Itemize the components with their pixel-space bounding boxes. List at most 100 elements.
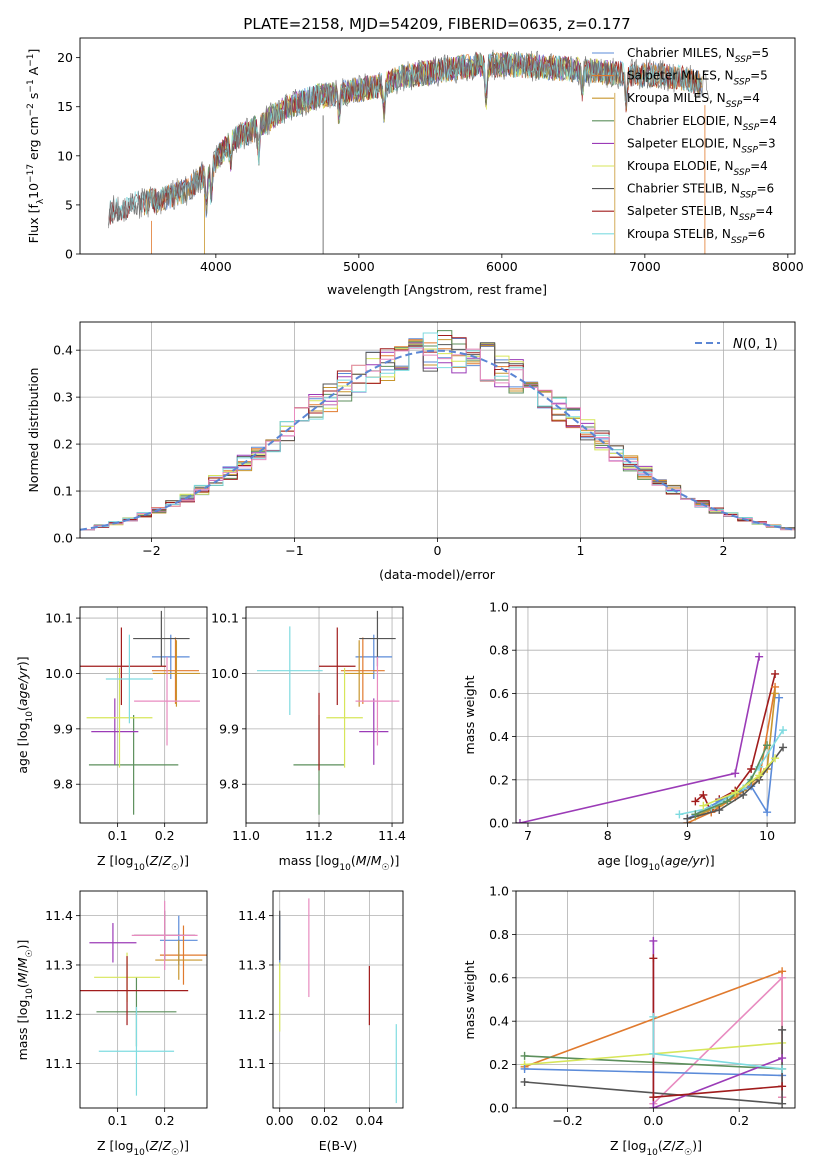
label-part: =4 [750, 159, 768, 173]
label-part: mass [log [279, 853, 340, 868]
y-tick-label: 0.8 [489, 643, 509, 658]
label-part: N [733, 337, 743, 352]
series-marker [775, 693, 784, 702]
y-tick-label: 10 [57, 148, 73, 163]
series-marker [747, 765, 756, 773]
series-marker [649, 1049, 658, 1058]
y-tick-label: 11.4 [45, 908, 73, 923]
label-part: −1 [26, 54, 36, 67]
label-part: age [log [597, 853, 648, 868]
label-part: Salpeter STELIB, N [627, 204, 739, 218]
x-tick-label: 8000 [772, 259, 804, 274]
error-point [319, 627, 356, 706]
series-marker [771, 754, 780, 763]
observed-spectrum [108, 49, 710, 229]
x-tick-label: 0.2 [155, 828, 175, 843]
label-part: Z [162, 1138, 172, 1153]
error-point [344, 640, 374, 707]
label-part: )] [15, 940, 30, 950]
plot-area [80, 900, 207, 1096]
label-part: =4 [742, 91, 760, 105]
series-marker [779, 726, 788, 735]
x-tick-label: 0.1 [108, 1113, 128, 1128]
label-part: / [158, 1138, 163, 1153]
y-tick-label: 10.1 [45, 611, 73, 626]
error-point [89, 923, 137, 963]
axes-frame [79, 890, 208, 1109]
label-part: erg cm [26, 116, 41, 164]
y-tick-label: 9.8 [219, 777, 239, 792]
series-marker [683, 814, 692, 823]
x-tick-label: 2 [720, 543, 728, 558]
series-marker [778, 1099, 787, 1108]
y-tick-label: 1.0 [489, 600, 509, 615]
series-marker [691, 810, 700, 819]
axes-mass-vs-E(B-V): 0.00 0.02 0.04 11.1 11.2 11.3 11.4 E(B-V) [238, 890, 404, 1153]
y-tick-label: 0.8 [489, 927, 509, 942]
label-part: Chabrier ELODIE, N [627, 114, 743, 128]
label-part: 10 [25, 711, 35, 723]
plot-area [80, 610, 200, 815]
label-part: M [15, 972, 30, 983]
y-axis-label: Flux [fλ10−17 erg cm−2 s−1 A−1] [26, 49, 46, 244]
label-part: mass [log [15, 1000, 30, 1061]
x-tick-label: 0 [434, 543, 442, 558]
label-part: Salpeter MILES, N [627, 69, 734, 83]
series-marker [723, 797, 732, 806]
series-marker [516, 819, 524, 823]
y-tick-label: 11.2 [238, 1007, 266, 1022]
y-tick-label: 15 [57, 99, 73, 114]
x-axis-label: Z [log10(Z/Z☉)] [97, 853, 189, 873]
label-part: Salpeter ELODIE, N [627, 136, 741, 150]
label-part: ( [145, 1138, 150, 1153]
x-axis-label: Z [log10(Z/Z☉)] [97, 1138, 189, 1158]
x-tick-label: 0.2 [155, 1113, 175, 1128]
x-axis-label: wavelength [Angstrom, rest frame] [327, 282, 547, 297]
x-tick-label: 1 [577, 543, 585, 558]
y-tick-label: 0.2 [53, 437, 73, 452]
series-marker [649, 954, 658, 963]
series-marker [649, 1093, 658, 1102]
error-point [326, 667, 363, 768]
plot-area [108, 49, 710, 254]
legend-label: Kroupa MILES, NSSP=4 [627, 91, 760, 110]
y-tick-label: 0.0 [489, 816, 509, 831]
y-tick-label: 9.8 [53, 777, 73, 792]
axes-residual-histogram: −2 −1 0 1 2 0.0 0.1 0.2 0.3 0.4 N(0, 1) (data-model… [26, 321, 796, 582]
label-part: SSP [739, 213, 756, 223]
series-line [703, 757, 776, 807]
label-part: ☉ [171, 863, 179, 873]
legend-label: Chabrier STELIB, NSSP=6 [627, 182, 774, 201]
error-point [91, 698, 139, 765]
series-marker [649, 1012, 658, 1021]
label-part: )] [705, 853, 715, 868]
x-tick-label: 4000 [200, 259, 232, 274]
series-marker [520, 1051, 529, 1060]
x-tick-label: 11.2 [305, 828, 333, 843]
y-tick-label: 11.2 [45, 1007, 73, 1022]
series-line [652, 1016, 783, 1070]
axes-frame [79, 37, 796, 255]
x-axis-label: Z [log10(Z/Z☉)] [610, 1138, 702, 1158]
series-marker [771, 689, 780, 698]
label-part: )] [390, 853, 400, 868]
label-part: Z [662, 1138, 672, 1153]
label-part: SSP [734, 168, 751, 178]
label-part: )] [15, 656, 30, 666]
error-point [133, 610, 190, 667]
series-marker [755, 771, 764, 780]
label-part: Z [162, 853, 172, 868]
label-part: −1 [26, 79, 36, 92]
y-tick-label: 0.2 [489, 1057, 509, 1072]
series-marker [771, 669, 780, 678]
label-part: SSP [726, 100, 743, 110]
label-part: 10 [649, 863, 661, 873]
axes-spectrum: 4000 5000 6000 7000 8000 0 5 10 15 20 Chabrier MIL… [26, 37, 804, 297]
series-marker [520, 1077, 529, 1086]
series-marker [699, 801, 708, 810]
label-part: Z [675, 1138, 685, 1153]
y-tick-label: 0.4 [489, 729, 509, 744]
series-marker [778, 1025, 787, 1034]
